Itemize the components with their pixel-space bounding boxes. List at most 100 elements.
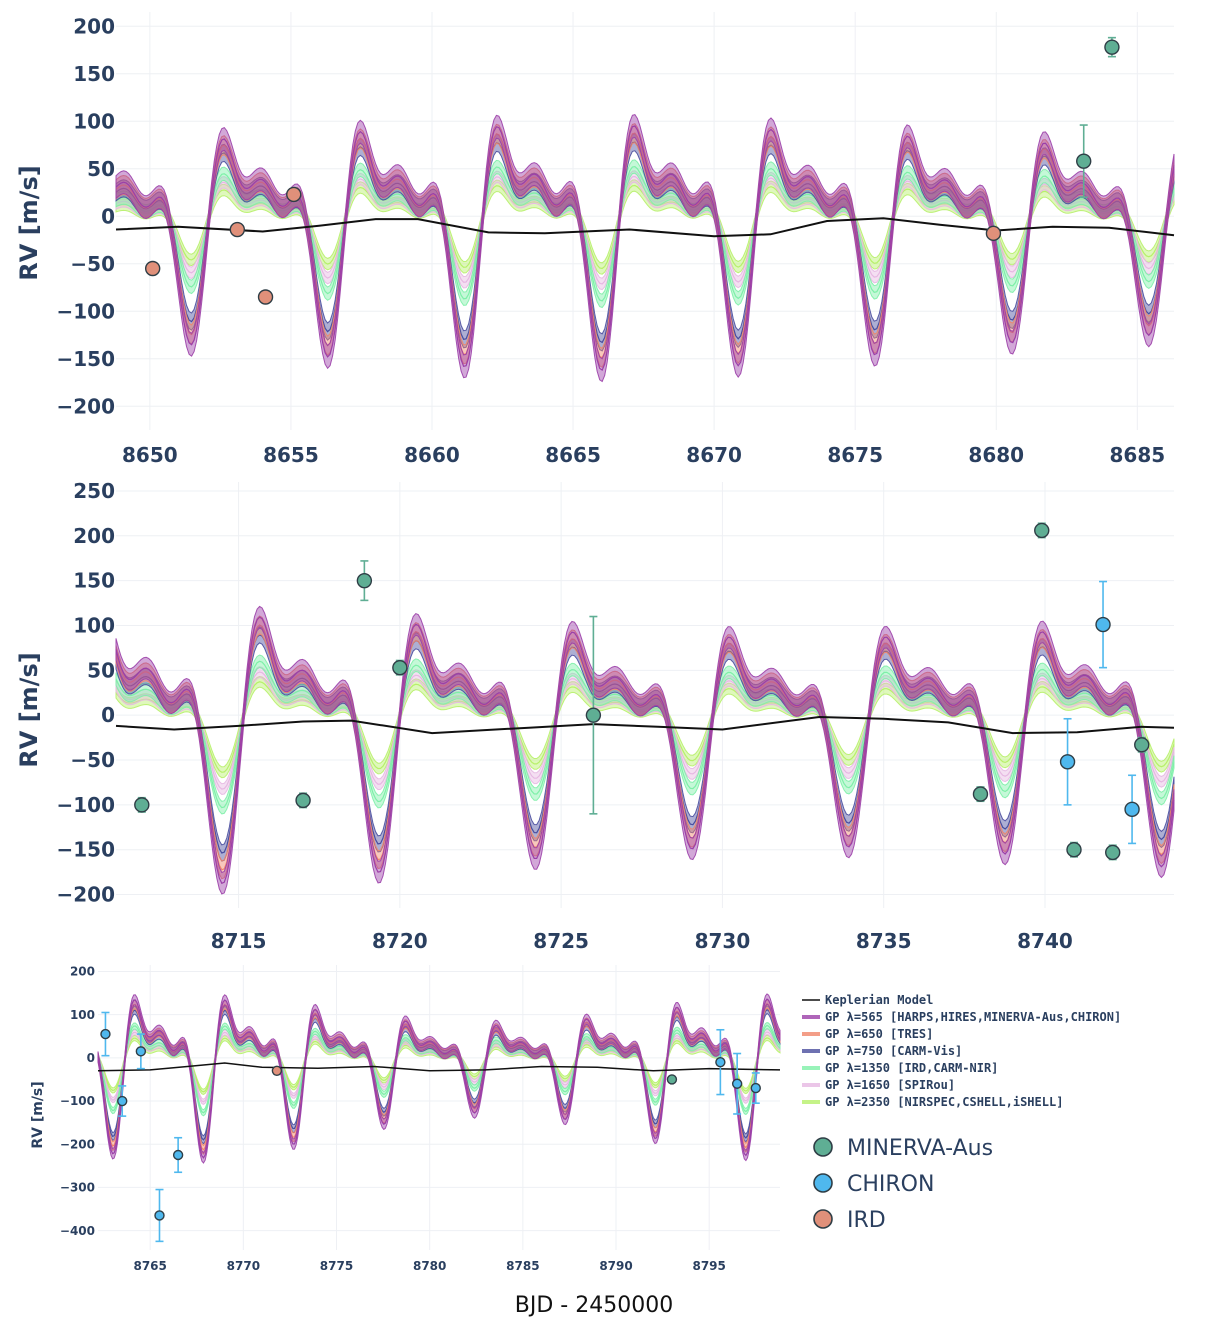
data-point-chiron (117, 1095, 128, 1107)
data-point-ird (286, 186, 302, 203)
legend-label-gp750: GP λ=750 [CARM-Vis] (825, 1044, 962, 1058)
legend-marker-ird (813, 1209, 833, 1229)
data-point-chiron (135, 1046, 147, 1057)
y-tick-label: 0 (101, 204, 115, 228)
data-point-chiron (1095, 616, 1111, 633)
data-point-minerva-aus (295, 792, 311, 809)
x-tick-label: 8680 (968, 443, 1024, 467)
y-tick-label: −300 (60, 1181, 95, 1195)
gp-band-gp1650 (115, 170, 1175, 291)
y-tick-label: 0 (101, 703, 115, 727)
y-tick-label: −200 (60, 1137, 95, 1151)
y-tick-label: −100 (56, 299, 115, 323)
y-tick-label: −100 (60, 1094, 95, 1108)
y-tick-label: 250 (73, 479, 115, 503)
legend-label-keplerian: Keplerian Model (825, 993, 933, 1007)
x-tick-label: 8780 (413, 1259, 446, 1273)
x-tick-label: 8795 (692, 1259, 725, 1273)
x-axis-title: BJD - 2450000 (515, 1293, 673, 1318)
gp-mean-gp1350 (115, 660, 1175, 809)
x-tick-label: 8785 (506, 1259, 539, 1273)
data-point-chiron (1124, 801, 1140, 818)
panel-2-keplerian (115, 715, 1175, 735)
x-tick-label: 8650 (122, 443, 178, 467)
x-tick-label: 8660 (404, 443, 460, 467)
gp-mean-gp565 (97, 998, 781, 1159)
panel-2-x-ticks: 8715 8720 8725 8730 8735 8740 (211, 929, 1073, 953)
panel-2-grid (116, 482, 1174, 908)
data-point-minerva-aus (1034, 522, 1050, 539)
gp-mean-gp750 (115, 634, 1175, 854)
y-tick-label: −50 (70, 252, 115, 276)
data-point-chiron (154, 1210, 165, 1221)
x-tick-label: 8720 (372, 929, 428, 953)
panel-2-points (134, 522, 1150, 861)
panel-1-y-title: RV [m/s] (15, 165, 43, 280)
x-tick-label: 8740 (1017, 929, 1073, 953)
x-tick-label: 8675 (827, 443, 883, 467)
y-tick-label: −400 (60, 1224, 95, 1238)
panel-3-y-ticks: −400 −300 −200 −100 0 100 200 (60, 965, 95, 1238)
y-tick-label: 100 (73, 613, 115, 637)
data-point-minerva-aus (585, 707, 602, 723)
gp-band-gp1350 (115, 654, 1175, 815)
x-tick-label: 8665 (545, 443, 601, 467)
panel-3-gp-bands (97, 993, 781, 1164)
panel-3-y-title: RV [m/s] (30, 1081, 46, 1148)
panel-2-gp-bands (115, 605, 1175, 895)
data-point-chiron (715, 1056, 726, 1068)
legend-label-gp1350: GP λ=1350 [IRD,CARM-NIR] (825, 1061, 998, 1075)
gp-mean-gp2350 (115, 681, 1175, 773)
y-tick-label: 0 (87, 1051, 95, 1065)
panel-3-points (100, 1011, 761, 1243)
legend-label-gp565: GP λ=565 [HARPS,HIRES,MINERVA-Aus,CHIRON… (825, 1010, 1121, 1024)
y-tick-label: −150 (56, 347, 115, 371)
data-point-chiron (100, 1028, 111, 1040)
y-tick-label: 150 (73, 569, 115, 593)
data-point-chiron (1059, 754, 1076, 770)
panel-2-y-title: RV [m/s] (15, 652, 43, 767)
y-tick-label: −100 (56, 793, 115, 817)
data-point-ird (229, 221, 246, 238)
y-tick-label: 50 (87, 658, 115, 682)
legend-marker-label-ird: IRD (847, 1208, 886, 1233)
panel-1: −200 −150 −100 −50 0 50 100 150 200 8650 8655 8660… (15, 12, 1175, 467)
y-tick-label: 200 (73, 14, 115, 38)
data-point-chiron (750, 1082, 761, 1094)
keplerian-line (115, 217, 1175, 238)
legend-marker-chiron (813, 1173, 833, 1193)
gp-mean-gp565 (115, 616, 1175, 885)
x-tick-label: 8730 (695, 929, 751, 953)
data-point-minerva-aus (134, 797, 150, 813)
panel-1-points (144, 36, 1120, 305)
y-tick-label: 100 (73, 109, 115, 133)
keplerian-line (97, 1062, 781, 1072)
gp-band-gp750 (115, 133, 1175, 352)
data-point-minerva-aus (666, 1074, 678, 1085)
legend-label-gp1650: GP λ=1650 [SPIRou] (825, 1078, 955, 1092)
gp-band-gp565 (115, 114, 1175, 383)
gp-mean-gp1650 (115, 671, 1175, 790)
x-tick-label: 8775 (320, 1259, 353, 1273)
panel-1-gp-bands (115, 114, 1175, 383)
panel-3: −400 −300 −200 −100 0 100 200 8765 8770 8775 8780… (30, 965, 781, 1273)
gp-band-gp565 (115, 605, 1175, 895)
y-tick-label: 200 (73, 524, 115, 548)
data-point-minerva-aus (1066, 842, 1082, 858)
legend-line-entries: Keplerian Model GP λ=565 [HARPS,HIRES,MIN… (802, 993, 1121, 1109)
panel-1-x-ticks: 8650 8655 8660 8665 8670 8675 8680 8685 (122, 443, 1165, 467)
x-tick-label: 8765 (133, 1259, 166, 1273)
y-tick-label: −150 (56, 838, 115, 862)
x-tick-label: 8655 (263, 443, 319, 467)
legend: Keplerian Model GP λ=565 [HARPS,HIRES,MIN… (802, 993, 1121, 1233)
y-tick-label: −200 (56, 394, 115, 418)
keplerian-line (115, 715, 1175, 735)
data-point-chiron (731, 1078, 743, 1089)
x-tick-label: 8685 (1109, 443, 1165, 467)
panel-3-keplerian (97, 1062, 781, 1072)
data-point-minerva-aus (972, 786, 989, 802)
y-tick-label: 150 (73, 62, 115, 86)
panel-3-x-ticks: 8765 8770 8775 8780 8785 8790 8795 (133, 1259, 725, 1273)
